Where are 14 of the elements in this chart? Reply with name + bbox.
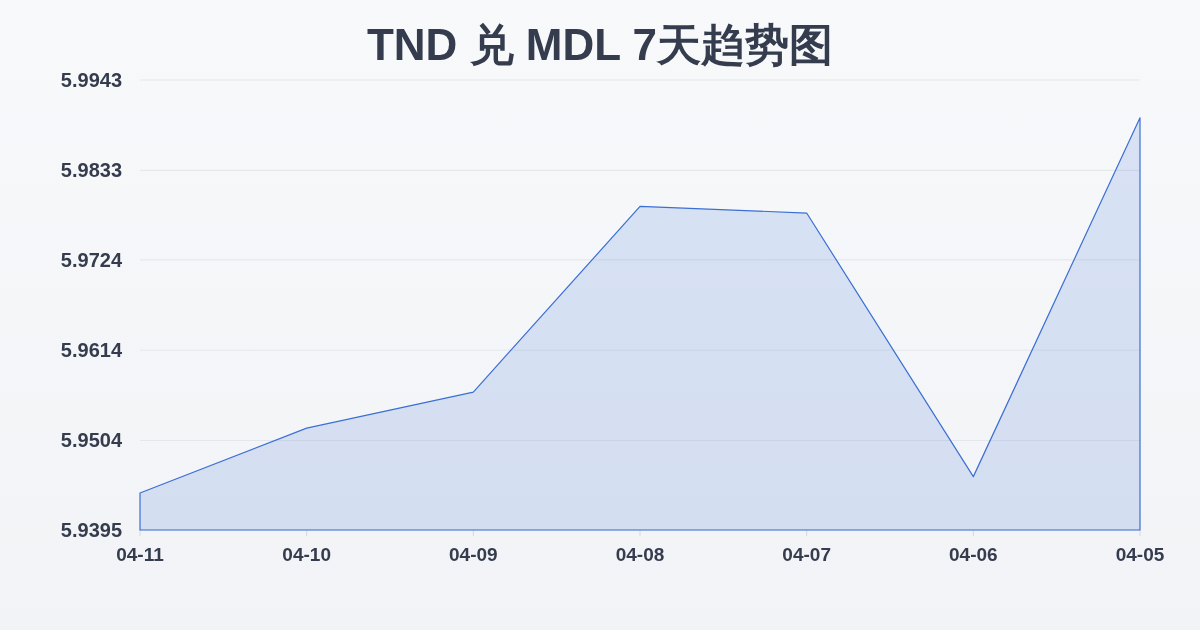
y-tick-label: 5.9504: [60, 429, 123, 452]
x-tick-label: 04-10: [282, 544, 331, 565]
y-tick-label: 5.9943: [60, 69, 122, 91]
x-tick-label: 04-06: [949, 544, 998, 565]
x-tick-label: 04-11: [116, 544, 165, 565]
title: TND 兑 MDL 7天趋势图: [366, 20, 834, 69]
y-tick-label: 5.9724: [60, 248, 123, 271]
x-tick-label: 04-08: [615, 544, 665, 565]
x-tick-label: 04-09: [449, 544, 498, 565]
y-tick-label: 5.9614: [60, 339, 123, 362]
y-tick-label: 5.9833: [60, 159, 122, 182]
y-tick-label: 5.9395: [60, 519, 122, 541]
x-tick-label: 04-05: [1115, 544, 1165, 565]
x-tick-label: 04-07: [782, 544, 831, 565]
